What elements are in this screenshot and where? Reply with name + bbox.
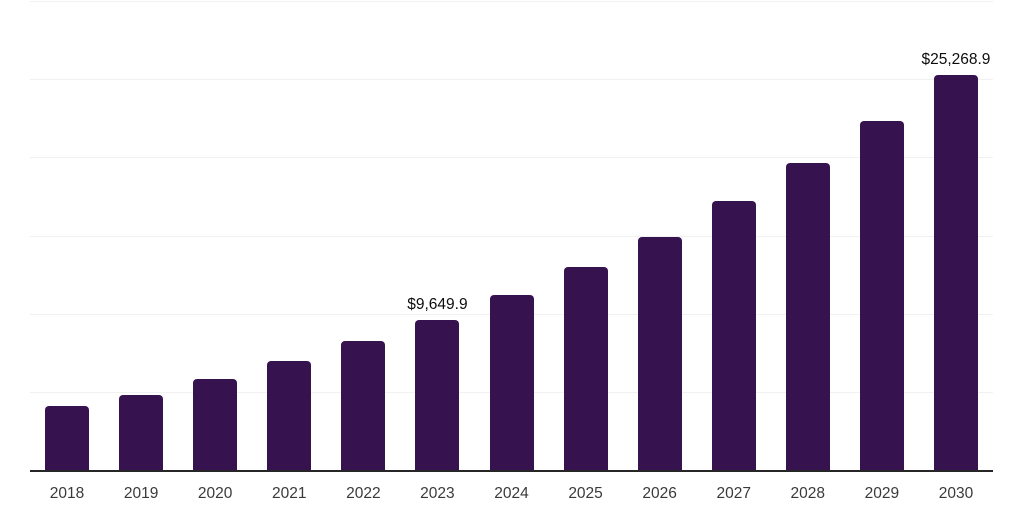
x-axis-label-2030: 2030 [938,485,974,502]
x-axis-line [30,470,993,472]
x-axis-label-2023: 2023 [420,485,455,502]
data-label-2023: $9,649.9 [407,295,468,313]
x-axis-label-2021: 2021 [272,485,307,502]
x-axis-label-2019: 2019 [123,485,159,502]
bar-2030 [933,75,978,471]
x-axis-label-2020: 2020 [197,485,233,502]
bar-2020 [193,379,238,471]
x-axis-label-2024: 2024 [494,485,529,502]
bar-2029 [859,121,904,471]
data-label-2030: $25,268.9 [921,51,991,69]
x-axis-label-2029: 2029 [864,485,900,502]
gridline-25000 [30,78,993,80]
gridline-30000 [30,0,993,2]
bar-2022 [341,341,386,471]
bar-2018 [45,405,90,471]
bar-2023 [415,319,460,471]
bar-2027 [711,201,756,471]
gridline-20000 [30,157,993,159]
gridline-15000 [30,235,993,237]
x-axis-label-2025: 2025 [568,485,603,502]
bar-2024 [489,295,534,471]
x-axis-label-2026: 2026 [642,485,677,502]
bar-2025 [563,267,608,471]
bar-2019 [119,395,164,471]
x-axis-label-2028: 2028 [790,485,826,502]
bar-2028 [785,163,830,471]
bar-2021 [267,361,312,471]
x-axis-label-2022: 2022 [346,485,381,502]
x-axis-label-2027: 2027 [716,485,751,502]
bar-2026 [637,237,682,471]
x-axis-label-2018: 2018 [49,485,85,502]
